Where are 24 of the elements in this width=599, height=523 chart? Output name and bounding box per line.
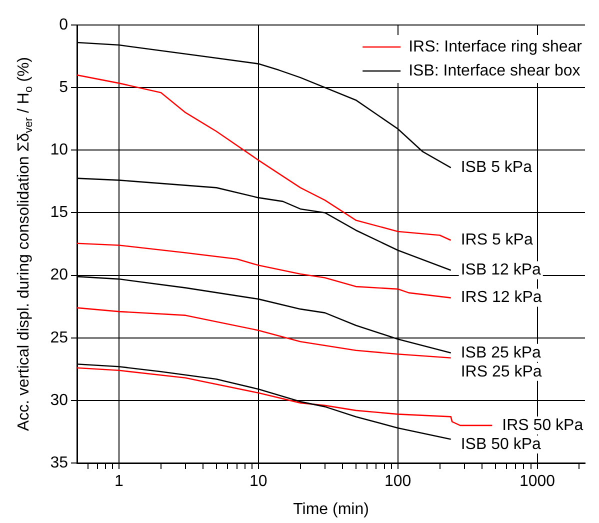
annotation: ISB 50 kPa	[460, 436, 541, 453]
x-tick-label: 1000	[519, 473, 556, 490]
legend-label: IRS: Interface ring shear	[408, 38, 583, 56]
y-tick-label: 35	[50, 454, 68, 472]
y-axis-title: Acc. vertical displ. during consolidation Σδver / Ho (%)	[15, 56, 35, 432]
x-tick-label: 100	[384, 473, 412, 490]
annotation: ISB 12 kPa	[460, 262, 541, 279]
y-tick-label: 30	[50, 392, 68, 409]
annotation: IRS 5 kPa	[460, 232, 533, 249]
annotation: IRS 50 kPa	[502, 416, 584, 434]
y-tick-label: 15	[50, 204, 68, 222]
x-tick-label: 1	[114, 473, 124, 490]
annotation: ISB 5 kPa	[460, 159, 532, 176]
y-tick-label: 0	[59, 16, 68, 34]
y-tick-label: 10	[50, 142, 68, 159]
legend-label: ISB: Interface shear box	[408, 62, 580, 80]
y-tick-label: 5	[59, 78, 68, 96]
y-tick-label: 20	[50, 266, 68, 284]
annotation: ISB 25 kPa	[460, 344, 541, 362]
x-tick-label: 10	[250, 473, 268, 490]
y-tick-label: 25	[50, 329, 68, 346]
annotation: IRS 12 kPa	[460, 289, 542, 306]
annotation: IRS 25 kPa	[460, 363, 542, 380]
x-axis-title: Time (min)	[293, 500, 369, 518]
